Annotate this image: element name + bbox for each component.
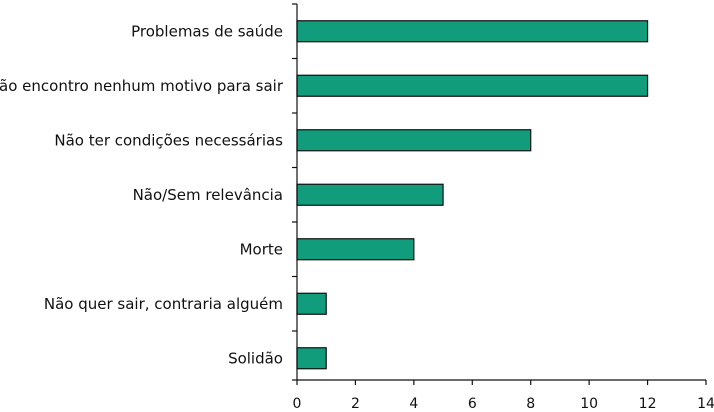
bar-1 <box>296 20 649 43</box>
category-labels: Problemas de saúde Não encontro nenhum mo… <box>0 22 284 367</box>
category-label: Não quer sair, contraria alguém <box>44 295 283 313</box>
x-tick-label: 6 <box>468 396 477 412</box>
x-tick-label: 14 <box>697 396 714 412</box>
bar-2 <box>296 74 649 97</box>
bar-6 <box>296 292 327 315</box>
axes-group <box>292 3 706 381</box>
x-tick-label: 4 <box>409 396 418 412</box>
x-tick-label: 10 <box>580 396 598 412</box>
x-tick-label: 2 <box>351 396 360 412</box>
x-tick-label: 0 <box>293 396 302 412</box>
bar-7 <box>296 347 327 370</box>
category-label: Problemas de saúde <box>131 22 283 40</box>
bar-5 <box>296 238 415 261</box>
x-tick-label: 12 <box>639 396 657 412</box>
category-label: Solidão <box>228 349 283 367</box>
category-label: Não/Sem relevância <box>133 186 283 204</box>
bar-4 <box>296 183 444 206</box>
category-label: Não ter condições necessárias <box>54 131 283 149</box>
bar-3 <box>296 129 532 152</box>
x-axis-ticks: 0 2 4 6 8 10 12 14 <box>293 380 714 412</box>
x-tick-label: 8 <box>526 396 535 412</box>
category-label: Não encontro nenhum motivo para sair <box>0 77 284 95</box>
category-label: Morte <box>240 240 283 258</box>
bars-group <box>296 20 649 370</box>
